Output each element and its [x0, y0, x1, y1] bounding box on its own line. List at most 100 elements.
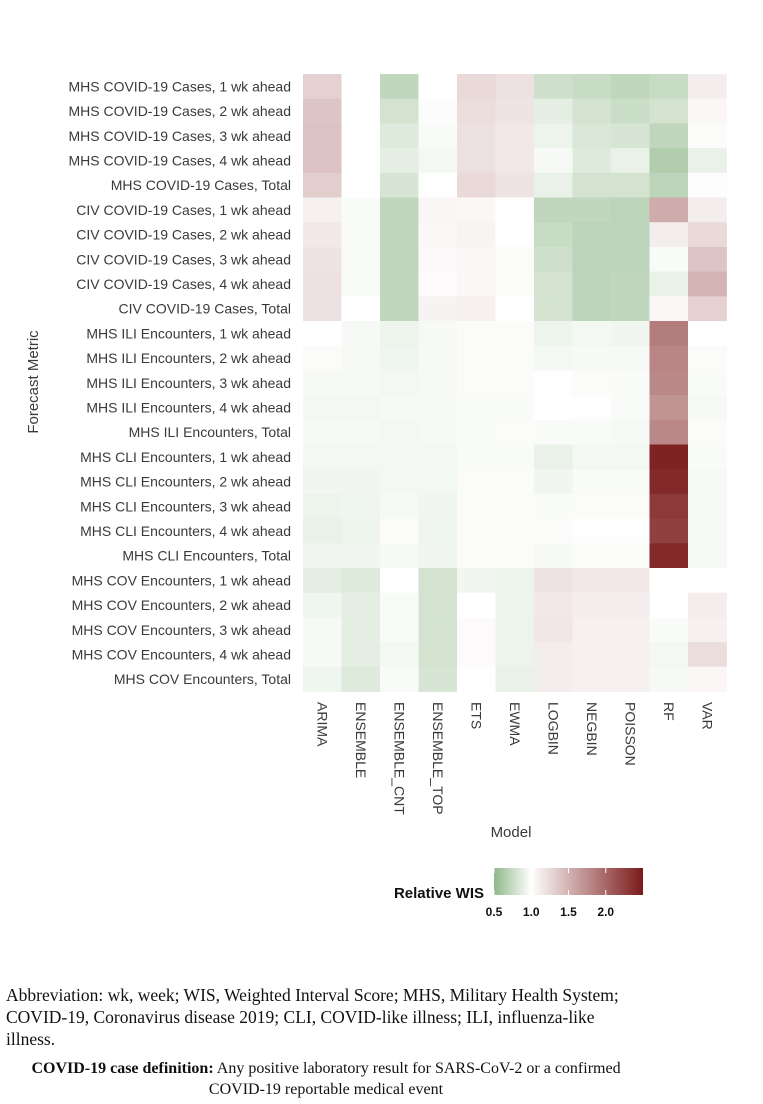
- heatmap-cell: [380, 543, 419, 569]
- heatmap-cell: [495, 370, 535, 396]
- heatmap-cell: [418, 98, 458, 124]
- heatmap-cell: [418, 246, 458, 272]
- heatmap-cell: [649, 123, 689, 149]
- abbreviation-footnote: Abbreviation: wk, week; WIS, Weighted In…: [6, 985, 619, 1049]
- heatmap-cell: [495, 271, 535, 297]
- heatmap-cell: [688, 271, 727, 297]
- heatmap-cell: [380, 148, 419, 174]
- heatmap-cell: [534, 469, 573, 495]
- heatmap-cell: [418, 642, 458, 668]
- heatmap-cell: [534, 543, 573, 569]
- heatmap-cell: [495, 444, 535, 470]
- heatmap-cell: [688, 222, 727, 248]
- row-label: MHS ILI Encounters, 4 wk ahead: [86, 399, 291, 415]
- heatmap-cell: [418, 123, 458, 149]
- heatmap-cell: [649, 271, 689, 297]
- heatmap-cell: [611, 666, 650, 692]
- heatmap-cell: [534, 518, 573, 544]
- heatmap-cell: [457, 271, 496, 297]
- heatmap-cell: [572, 469, 612, 495]
- heatmap-cell: [534, 271, 573, 297]
- heatmap-cell: [688, 444, 727, 470]
- heatmap-cell: [380, 197, 419, 223]
- heatmap-cell: [418, 419, 458, 445]
- heatmap-cell: [303, 222, 342, 248]
- heatmap-cell: [418, 568, 458, 594]
- column-label: LOGBIN: [545, 702, 561, 755]
- heatmap-cell: [611, 518, 650, 544]
- heatmap-cell: [611, 74, 650, 100]
- heatmap-cell: [380, 271, 419, 297]
- heatmap-cell: [418, 197, 458, 223]
- heatmap-cell: [380, 617, 419, 643]
- heatmap-cell: [380, 395, 419, 421]
- heatmap-cell: [611, 543, 650, 569]
- heatmap-cell: [534, 666, 573, 692]
- heatmap-cell: [457, 321, 496, 347]
- heatmap-cell: [495, 123, 535, 149]
- heatmap-cell: [611, 296, 650, 322]
- heatmap-cell: [688, 172, 727, 198]
- heatmap-cell: [572, 666, 612, 692]
- heatmap-cell: [380, 642, 419, 668]
- heatmap-cell: [572, 568, 612, 594]
- heatmap-cell: [457, 123, 496, 149]
- heatmap-cell: [649, 321, 689, 347]
- heatmap-cell: [649, 296, 689, 322]
- heatmap-cell: [688, 469, 727, 495]
- heatmap-cell: [418, 395, 458, 421]
- heatmap-cell: [611, 148, 650, 174]
- heatmap-cell: [341, 642, 381, 668]
- heatmap-cell: [495, 568, 535, 594]
- heatmap-cell: [341, 172, 381, 198]
- x-axis-title: Model: [491, 824, 532, 841]
- heatmap-cell: [649, 666, 689, 692]
- heatmap-cell: [457, 98, 496, 124]
- heatmap-cell: [380, 493, 419, 519]
- heatmap-cell: [495, 98, 535, 124]
- heatmap-cell: [649, 543, 689, 569]
- legend-tick-label: 1.5: [560, 905, 577, 919]
- color-legend: Relative WIS 0.5 1.0 1.5 2.0: [394, 868, 643, 919]
- heatmap-cell: [418, 74, 458, 100]
- heatmap-cell: [341, 617, 381, 643]
- heatmap-cell: [572, 148, 612, 174]
- heatmap-cell: [457, 74, 496, 100]
- heatmap-cell: [611, 370, 650, 396]
- heatmap-cell: [572, 592, 612, 618]
- heatmap-cell: [495, 321, 535, 347]
- heatmap-cell: [534, 296, 573, 322]
- row-label: MHS COV Encounters, 4 wk ahead: [72, 646, 291, 662]
- heatmap-cell: [611, 197, 650, 223]
- heatmap-cell: [572, 642, 612, 668]
- heatmap-cell: [303, 642, 342, 668]
- heatmap-cell: [457, 666, 496, 692]
- heatmap-cell: [649, 568, 689, 594]
- heatmap-cell: [380, 444, 419, 470]
- row-label: MHS COVID-19 Cases, 3 wk ahead: [68, 128, 291, 144]
- heatmap-cell: [572, 172, 612, 198]
- heatmap-cell: [688, 98, 727, 124]
- heatmap-cell: [534, 568, 573, 594]
- heatmap-cell: [380, 123, 419, 149]
- heatmap-cell: [495, 518, 535, 544]
- heatmap-cell: [534, 123, 573, 149]
- heatmap-cell: [380, 568, 419, 594]
- column-label: ENSEMBLE_TOP: [430, 702, 446, 815]
- heatmap-cell: [611, 271, 650, 297]
- heatmap-cell: [457, 395, 496, 421]
- heatmap-cell: [380, 74, 419, 100]
- heatmap-cell: [688, 123, 727, 149]
- heatmap-cell: [341, 543, 381, 569]
- heatmap-cell: [303, 271, 342, 297]
- row-label: CIV COVID-19 Cases, 1 wk ahead: [76, 202, 291, 218]
- heatmap-cell: [572, 345, 612, 371]
- heatmap-cell: [649, 642, 689, 668]
- heatmap-cell: [303, 395, 342, 421]
- row-label: MHS ILI Encounters, 1 wk ahead: [86, 325, 291, 341]
- heatmap-cell: [572, 123, 612, 149]
- column-label: VAR: [699, 702, 715, 730]
- column-label: POISSON: [622, 702, 638, 766]
- heatmap-cell: [534, 395, 573, 421]
- heatmap-cell: [495, 296, 535, 322]
